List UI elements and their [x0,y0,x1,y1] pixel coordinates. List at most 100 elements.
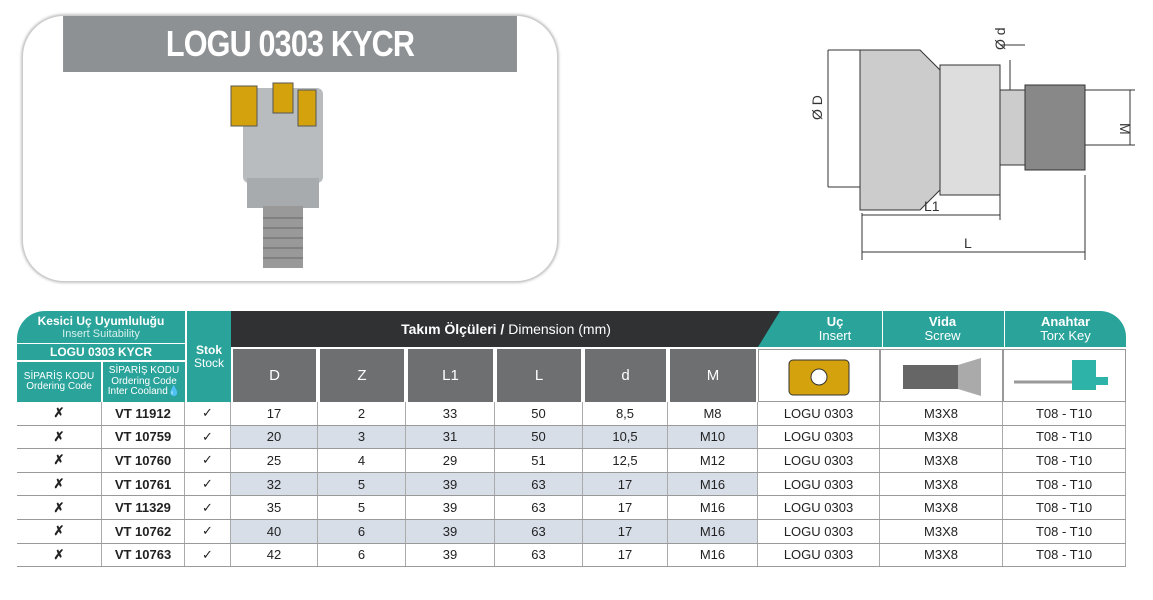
cell-d: 8,5 [583,402,668,425]
cell-m: M10 [668,425,758,449]
cell-d: 17 [583,520,668,543]
insert-header: Uç Insert [818,314,852,343]
cell-screw: M3X8 [880,402,1003,425]
cell-code2: VT 11912 [102,402,185,425]
label: Insert Suitability [62,328,140,340]
label: Ordering Code [26,381,92,392]
table-row: ✗ VT 10762 ✓ 40 6 39 63 17 M16 LOGU 0303 M3X8 T08 -… [17,520,1126,544]
cell-l: 63 [495,520,583,543]
cell-code1: ✗ [17,402,102,425]
cell-code2: VT 10761 [102,472,185,496]
cell-z: 5 [318,472,406,496]
cell-insert: LOGU 0303 [758,449,880,472]
screw-image [880,349,1003,402]
label: Ordering Code [111,375,177,387]
dim-label-M: M [1117,123,1133,135]
cell-code1: ✗ [17,449,102,472]
cell-key: T08 - T10 [1003,425,1126,449]
cell-l: 63 [495,543,583,567]
cell-code2: VT 10760 [102,449,185,472]
dim-label-L1: L1 [924,198,940,214]
cell-stock: ✓ [185,543,231,567]
cell-d: 35 [231,496,318,519]
product-photo [230,82,323,268]
cell-m: M16 [668,472,758,496]
dim-label-d: Ø d [992,27,1008,50]
order-code-header: SİPARİŞ KODU Ordering Code [17,362,101,402]
cell-l1: 39 [406,496,495,519]
cell-key: T08 - T10 [1003,543,1126,567]
cell-l: 50 [495,402,583,425]
cell-key: T08 - T10 [1003,520,1126,543]
cell-insert: LOGU 0303 [758,543,880,567]
cell-code1: ✗ [17,543,102,567]
cell-code1: ✗ [17,496,102,519]
cell-l: 63 [495,496,583,519]
dim-label-L: L [964,235,972,251]
cell-m: M8 [668,402,758,425]
cell-l: 50 [495,425,583,449]
cell-key: T08 - T10 [1003,402,1126,425]
insert-suitability-header: Kesici Uç Uyumluluğu Insert Suitability [17,311,185,343]
cell-l1: 29 [406,449,495,472]
label: Kesici Uç Uyumluluğu [37,314,165,328]
label: Stock [193,355,224,370]
cell-insert: LOGU 0303 [758,425,880,449]
dim-col-header: Z [318,349,406,402]
key-header: Anahtar Torx Key [1004,311,1126,347]
cell-stock: ✓ [185,402,231,425]
cell-d: 40 [231,520,318,543]
cell-key: T08 - T10 [1003,449,1126,472]
cell-z: 2 [318,402,406,425]
cell-d: 25 [231,449,318,472]
droplet-icon: 💧 [167,386,181,398]
cell-z: 4 [318,449,406,472]
cell-screw: M3X8 [880,449,1003,472]
label: Dimension (mm) [508,321,611,337]
product-title: LOGU 0303 KYCR [63,16,517,72]
cell-z: 5 [318,496,406,519]
cell-d: 42 [231,543,318,567]
cell-d: 17 [231,402,318,425]
cell-screw: M3X8 [880,543,1003,567]
dim-col-header: d [583,349,668,402]
stock-header: Stok Stock [187,311,231,402]
cell-l1: 39 [406,543,495,567]
cell-m: M16 [668,520,758,543]
cell-z: 3 [318,425,406,449]
cell-screw: M3X8 [880,425,1003,449]
table-row: ✗ VT 10760 ✓ 25 4 29 51 12,5 M12 LOGU 0303 M3X8 T08… [17,449,1126,473]
cell-l1: 33 [406,402,495,425]
cell-stock: ✓ [185,496,231,519]
cell-insert: LOGU 0303 [758,520,880,543]
cell-l1: 39 [406,520,495,543]
cell-stock: ✓ [185,425,231,449]
label: Stok [195,342,222,357]
cell-key: T08 - T10 [1003,496,1126,519]
dim-label-D: Ø D [809,95,825,120]
dim-col-header: L [495,349,583,402]
model-header: LOGU 0303 KYCR [17,344,185,360]
cell-code1: ✗ [17,425,102,449]
table-row: ✗ VT 10759 ✓ 20 3 31 50 10,5 M10 LOGU 0303 M3X8 T08… [17,425,1126,450]
table-row: ✗ VT 11329 ✓ 35 5 39 63 17 M16 LOGU 0303 M3X8 T08 -… [17,496,1126,520]
table-row: ✗ VT 10763 ✓ 42 6 39 63 17 M16 LOGU 0303 M3X8 T08 -… [17,543,1126,568]
table-row: ✗ VT 10761 ✓ 32 5 39 63 17 M16 LOGU 0303 M3X8 T08 -… [17,472,1126,497]
cell-l: 63 [495,472,583,496]
dim-col-header: L1 [406,349,495,402]
dim-col-header: D [231,349,318,402]
cell-d: 20 [231,425,318,449]
cell-code2: VT 10762 [102,520,185,543]
cell-screw: M3X8 [880,472,1003,496]
cell-l1: 39 [406,472,495,496]
cell-m: M12 [668,449,758,472]
dimension-header: Takım Ölçüleri / Dimension (mm) [231,311,781,347]
cell-insert: LOGU 0303 [758,402,880,425]
cell-d: 10,5 [583,425,668,449]
label: Inter Cooland💧 [107,386,181,398]
cell-z: 6 [318,520,406,543]
cell-stock: ✓ [185,472,231,496]
cell-d: 17 [583,543,668,567]
cell-d: 17 [583,472,668,496]
cell-d: 12,5 [583,449,668,472]
